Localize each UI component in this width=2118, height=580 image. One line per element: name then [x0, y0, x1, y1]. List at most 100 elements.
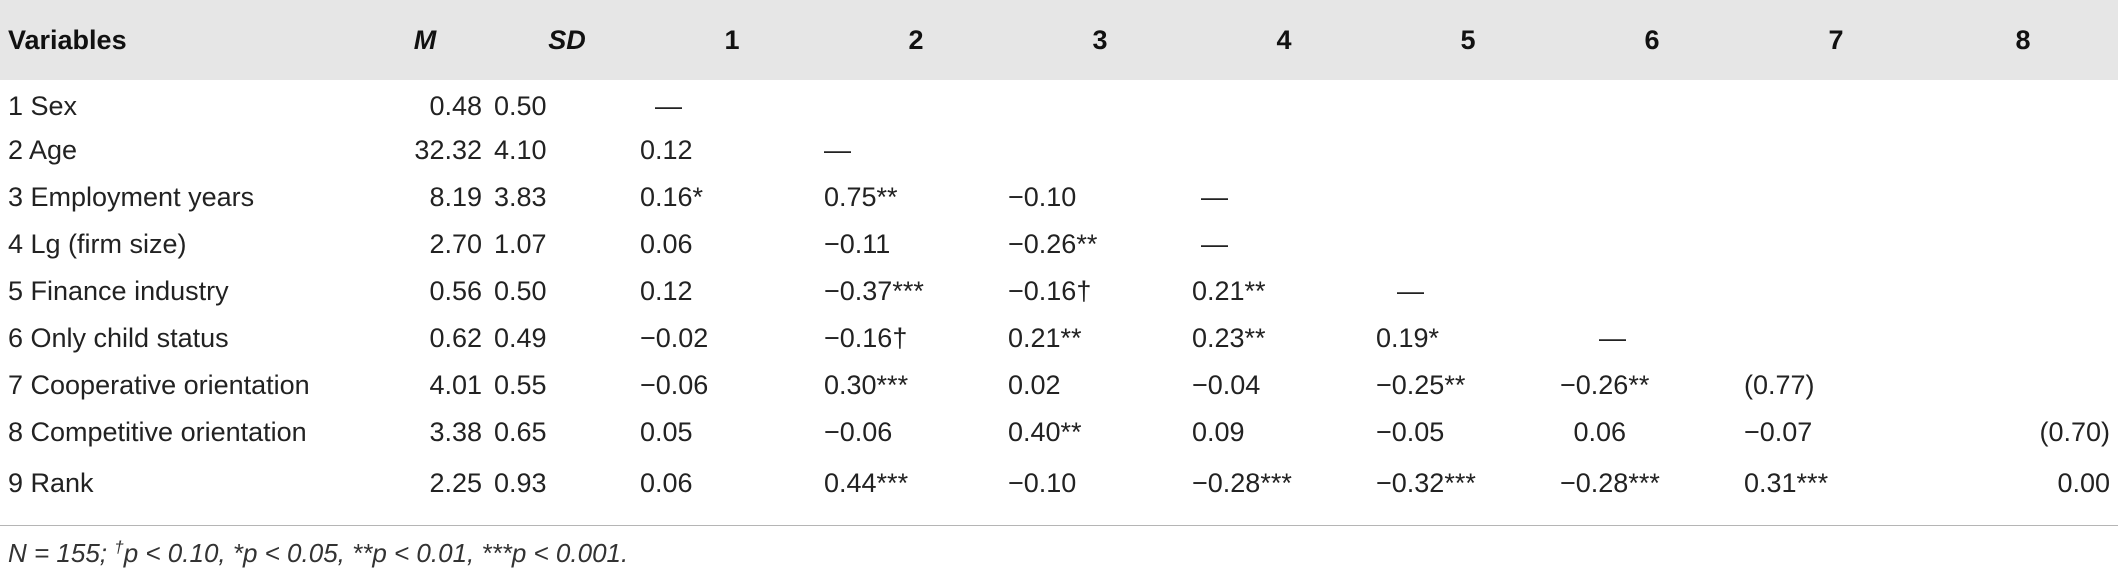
cell-correlation: 0.06: [640, 467, 693, 498]
cell-correlation: [1560, 174, 1744, 221]
cell-sd: 3.83: [494, 182, 547, 212]
cell-correlation: 0.19*: [1376, 323, 1440, 353]
row-label: 8 Competitive orientation: [8, 417, 307, 447]
table-row: 6 Only child status 0.62 0.49 −0.02 −0.16† 0.…: [0, 315, 2118, 362]
cell-correlation: [1008, 127, 1192, 174]
cell-correlation: [1560, 127, 1744, 174]
cell-correlation: 0.12: [640, 135, 693, 165]
header-col-6: 4: [1276, 24, 1292, 55]
cell-correlation: −0.04: [1192, 370, 1261, 400]
row-label: 6 Only child status: [8, 323, 229, 353]
header-col-3: 1: [724, 24, 740, 55]
cell-mean: 4.01: [429, 370, 482, 400]
row-label: 9 Rank: [8, 467, 94, 498]
row-label: 2 Age: [8, 135, 78, 165]
cell-correlation: [1376, 174, 1560, 221]
row-label: 4 Lg (firm size): [8, 229, 187, 259]
header-col-5: 3: [1092, 24, 1108, 55]
cell-correlation: 0.09: [1192, 417, 1245, 447]
row-label: 3 Employment years: [8, 182, 255, 212]
cell-correlation: 0.16*: [640, 182, 704, 212]
cell-correlation: 0.23**: [1192, 323, 1266, 353]
cell-mean: 8.19: [429, 182, 482, 212]
cell-correlation: −0.06: [640, 370, 709, 400]
row-label: 7 Cooperative orientation: [8, 370, 310, 400]
cell-correlation: (0.70): [2039, 417, 2110, 447]
table-row: 7 Cooperative orientation 4.01 0.55 −0.06 0.…: [0, 362, 2118, 409]
table-header: Variables M SD 1 2 3 4 5 6 7 8: [0, 0, 2118, 80]
cell-correlation: 0.44***: [824, 467, 909, 498]
cell-correlation: [1928, 315, 2118, 362]
cell-correlation: [1928, 221, 2118, 268]
cell-sd: 0.50: [494, 276, 547, 306]
cell-correlation: −0.10: [1008, 467, 1077, 498]
cell-correlation: [1376, 221, 1560, 268]
table-row: 9 Rank 2.25 0.93 0.06 0.44*** −0.10 −0.28*** −0…: [0, 456, 2118, 510]
header-col-9: 7: [1828, 24, 1844, 55]
cell-correlation: 0.75**: [824, 182, 898, 212]
row-label: 1 Sex: [8, 91, 78, 121]
table-footnote: N = 155; †p < 0.10, *p < 0.05, **p < 0.0…: [8, 538, 628, 569]
cell-correlation: —: [1397, 276, 1424, 306]
cell-mean: 32.32: [414, 135, 482, 165]
cell-correlation: [1192, 127, 1376, 174]
cell-correlation: (0.77): [1744, 370, 1815, 400]
cell-correlation: 0.21**: [1192, 276, 1266, 306]
correlation-table-container: Variables M SD 1 2 3 4 5 6 7 8 1 Sex 0.48 0.50—2 Age…: [0, 0, 2118, 510]
cell-correlation: 0.21**: [1008, 323, 1082, 353]
cell-correlation: −0.25**: [1376, 370, 1466, 400]
header-variables: Variables: [8, 24, 127, 55]
table-bottom-rule: [0, 525, 2118, 526]
cell-correlation: −0.07: [1744, 417, 1813, 447]
table-row: 4 Lg (firm size) 2.70 1.07 0.06 −0.11 −0.26**…: [0, 221, 2118, 268]
cell-sd: 0.55: [494, 370, 547, 400]
cell-sd: 0.49: [494, 323, 547, 353]
cell-correlation: [1928, 80, 2118, 127]
footnote-significance: p < 0.10, *p < 0.05, **p < 0.01, ***p < …: [123, 538, 629, 568]
cell-correlation: −0.37***: [824, 276, 924, 306]
cell-correlation: −0.26**: [1008, 229, 1098, 259]
cell-correlation: −0.11: [824, 229, 891, 259]
cell-mean: 0.56: [429, 276, 482, 306]
cell-correlation: [1744, 80, 1928, 127]
cell-correlation: 0.06: [640, 229, 693, 259]
cell-correlation: 0.06: [1573, 417, 1626, 447]
cell-mean: 3.38: [429, 417, 482, 447]
cell-correlation: 0.31***: [1744, 467, 1829, 498]
cell-correlation: 0.40**: [1008, 417, 1082, 447]
header-col-1: M: [413, 24, 437, 55]
header-col-2: SD: [548, 24, 586, 55]
cell-correlation: [1928, 127, 2118, 174]
cell-correlation: —: [1599, 323, 1626, 353]
cell-correlation: [1376, 127, 1560, 174]
cell-correlation: −0.28***: [1560, 467, 1660, 498]
table-row: 1 Sex 0.48 0.50 —: [0, 80, 2118, 127]
cell-correlation: −0.16†: [824, 323, 908, 353]
correlation-table: Variables M SD 1 2 3 4 5 6 7 8 1 Sex 0.48 0.50—2 Age…: [0, 0, 2118, 510]
cell-sd: 0.93: [494, 467, 547, 498]
header-col-7: 5: [1460, 24, 1476, 55]
cell-correlation: [824, 80, 1008, 127]
cell-correlation: 0.00: [2057, 467, 2110, 498]
table-row: 2 Age 32.32 4.10 0.12 —: [0, 127, 2118, 174]
row-label: 5 Finance industry: [8, 276, 229, 306]
cell-correlation: −0.05: [1376, 417, 1445, 447]
cell-correlation: [1928, 174, 2118, 221]
table-row: 5 Finance industry 0.56 0.50 0.12 −0.37*** −0…: [0, 268, 2118, 315]
cell-correlation: −0.06: [824, 417, 893, 447]
cell-correlation: −0.16†: [1008, 276, 1092, 306]
cell-correlation: [1560, 80, 1744, 127]
cell-correlation: [1560, 221, 1744, 268]
cell-correlation: 0.05: [640, 417, 693, 447]
cell-correlation: [1928, 362, 2118, 409]
cell-correlation: −0.28***: [1192, 467, 1292, 498]
cell-correlation: —: [1201, 182, 1228, 212]
cell-mean: 0.62: [429, 323, 482, 353]
table-row: 8 Competitive orientation 3.38 0.65 0.05 −0.…: [0, 409, 2118, 456]
cell-correlation: −0.32***: [1376, 467, 1476, 498]
header-col-8: 6: [1644, 24, 1660, 55]
cell-correlation: −0.02: [640, 323, 709, 353]
cell-correlation: 0.12: [640, 276, 693, 306]
cell-correlation: 0.02: [1008, 370, 1061, 400]
cell-correlation: [1744, 221, 1928, 268]
